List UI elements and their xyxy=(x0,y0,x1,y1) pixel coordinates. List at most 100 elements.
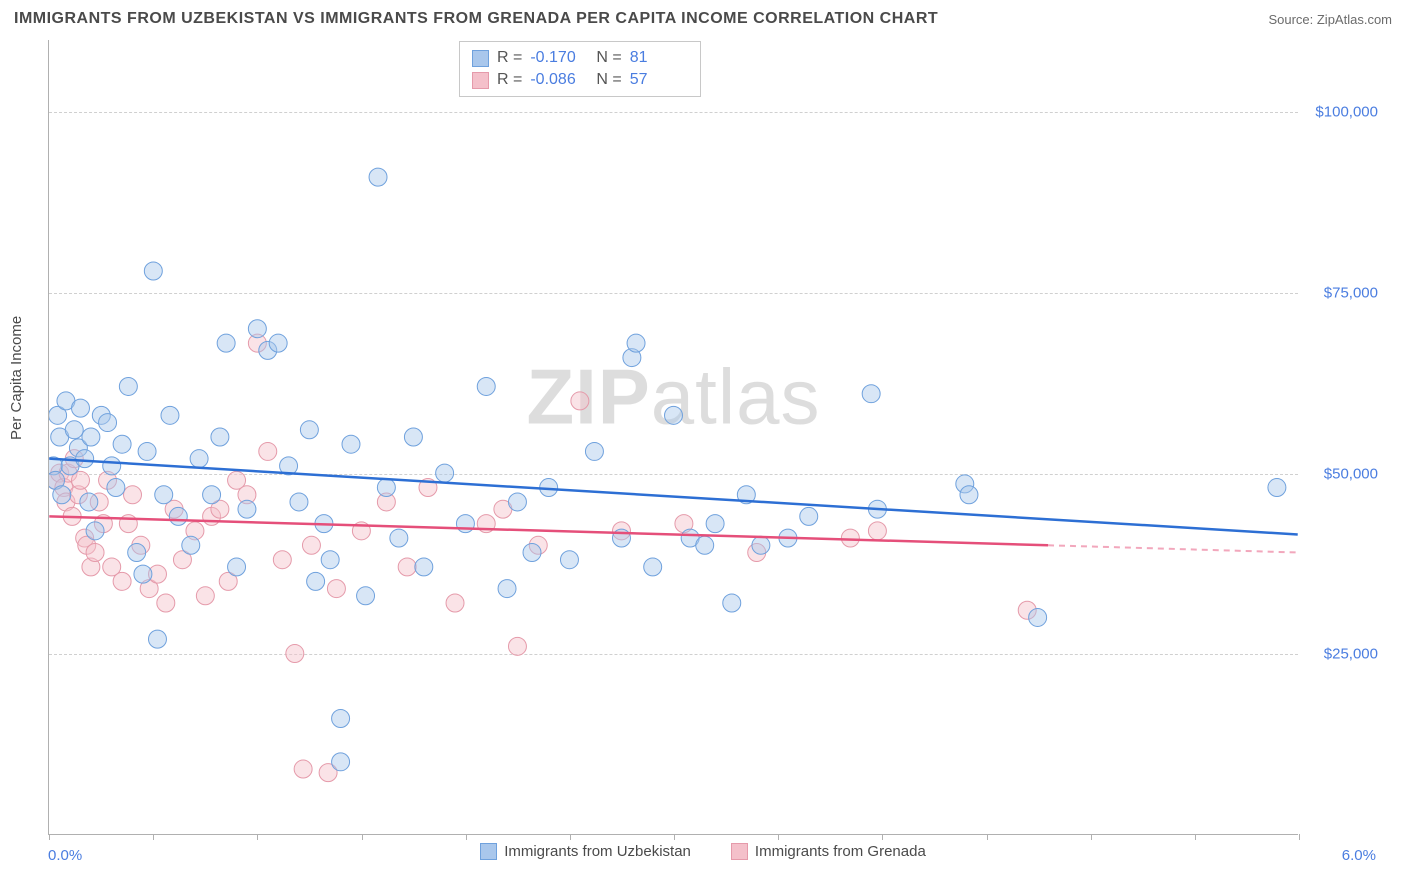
y-tick-label: $25,000 xyxy=(1324,646,1378,663)
data-point xyxy=(103,457,121,475)
data-point xyxy=(99,414,117,432)
x-tick xyxy=(987,834,988,840)
x-tick xyxy=(1195,834,1196,840)
data-point xyxy=(327,580,345,598)
x-tick xyxy=(1299,834,1300,840)
data-point xyxy=(369,168,387,186)
data-point xyxy=(357,587,375,605)
data-point xyxy=(342,435,360,453)
data-point xyxy=(80,493,98,511)
data-point xyxy=(148,630,166,648)
data-point xyxy=(119,377,137,395)
x-tick xyxy=(1091,834,1092,840)
x-tick xyxy=(570,834,571,840)
x-tick xyxy=(257,834,258,840)
data-point xyxy=(627,334,645,352)
data-point xyxy=(211,428,229,446)
data-point xyxy=(723,594,741,612)
data-point xyxy=(585,442,603,460)
data-point xyxy=(706,515,724,533)
data-point xyxy=(190,450,208,468)
chart-title: IMMIGRANTS FROM UZBEKISTAN VS IMMIGRANTS… xyxy=(14,10,938,28)
data-point xyxy=(134,565,152,583)
data-point xyxy=(107,479,125,497)
legend-label-grenada: Immigrants from Grenada xyxy=(755,843,926,860)
data-point xyxy=(321,551,339,569)
data-point xyxy=(302,536,320,554)
data-point xyxy=(228,558,246,576)
trend-line-extrapolated xyxy=(1048,545,1298,552)
legend-item-grenada: Immigrants from Grenada xyxy=(731,843,926,860)
x-tick xyxy=(49,834,50,840)
data-point xyxy=(113,435,131,453)
data-point xyxy=(560,551,578,569)
data-point xyxy=(508,493,526,511)
data-point xyxy=(138,442,156,460)
n-value-grenada: 57 xyxy=(630,71,688,89)
data-point xyxy=(294,760,312,778)
data-point xyxy=(286,645,304,663)
legend-item-uzbekistan: Immigrants from Uzbekistan xyxy=(480,843,691,860)
data-point xyxy=(404,428,422,446)
data-point xyxy=(290,493,308,511)
data-point xyxy=(217,334,235,352)
data-point xyxy=(128,544,146,562)
x-tick xyxy=(778,834,779,840)
data-point xyxy=(571,392,589,410)
stats-row-grenada: R = -0.086 N = 57 xyxy=(472,69,688,91)
data-point xyxy=(161,406,179,424)
data-point xyxy=(86,522,104,540)
x-tick xyxy=(362,834,363,840)
data-point xyxy=(300,421,318,439)
data-point xyxy=(377,479,395,497)
data-point xyxy=(644,558,662,576)
bottom-legend: Immigrants from Uzbekistan Immigrants fr… xyxy=(0,843,1406,860)
x-tick xyxy=(466,834,467,840)
data-point xyxy=(238,500,256,518)
data-point xyxy=(446,594,464,612)
data-point xyxy=(273,551,291,569)
data-point xyxy=(841,529,859,547)
data-point xyxy=(76,450,94,468)
x-tick xyxy=(153,834,154,840)
data-point xyxy=(415,558,433,576)
data-point xyxy=(113,572,131,590)
data-point xyxy=(86,544,104,562)
r-value-uzbekistan: -0.170 xyxy=(530,49,588,67)
scatter-svg xyxy=(49,40,1298,834)
data-point xyxy=(307,572,325,590)
legend-label-uzbekistan: Immigrants from Uzbekistan xyxy=(504,843,691,860)
x-tick xyxy=(674,834,675,840)
data-point xyxy=(332,753,350,771)
data-point xyxy=(203,486,221,504)
data-point xyxy=(456,515,474,533)
data-point xyxy=(157,594,175,612)
data-point xyxy=(800,507,818,525)
data-point xyxy=(498,580,516,598)
data-point xyxy=(259,442,277,460)
data-point xyxy=(155,486,173,504)
trend-line xyxy=(49,459,1297,535)
y-tick-label: $100,000 xyxy=(1315,104,1378,121)
data-point xyxy=(398,558,416,576)
data-point xyxy=(82,428,100,446)
data-point xyxy=(269,334,287,352)
r-value-grenada: -0.086 xyxy=(530,71,588,89)
source-label: Source: ZipAtlas.com xyxy=(1268,12,1392,27)
data-point xyxy=(665,406,683,424)
data-point xyxy=(182,536,200,554)
legend-swatch-uzbekistan xyxy=(480,843,497,860)
data-point xyxy=(868,522,886,540)
x-tick xyxy=(882,834,883,840)
data-point xyxy=(144,262,162,280)
data-point xyxy=(390,529,408,547)
swatch-grenada xyxy=(472,72,489,89)
data-point xyxy=(752,536,770,554)
data-point xyxy=(72,399,90,417)
legend-swatch-grenada xyxy=(731,843,748,860)
data-point xyxy=(53,486,71,504)
y-tick-label: $75,000 xyxy=(1324,284,1378,301)
data-point xyxy=(332,710,350,728)
data-point xyxy=(1029,608,1047,626)
data-point xyxy=(862,385,880,403)
